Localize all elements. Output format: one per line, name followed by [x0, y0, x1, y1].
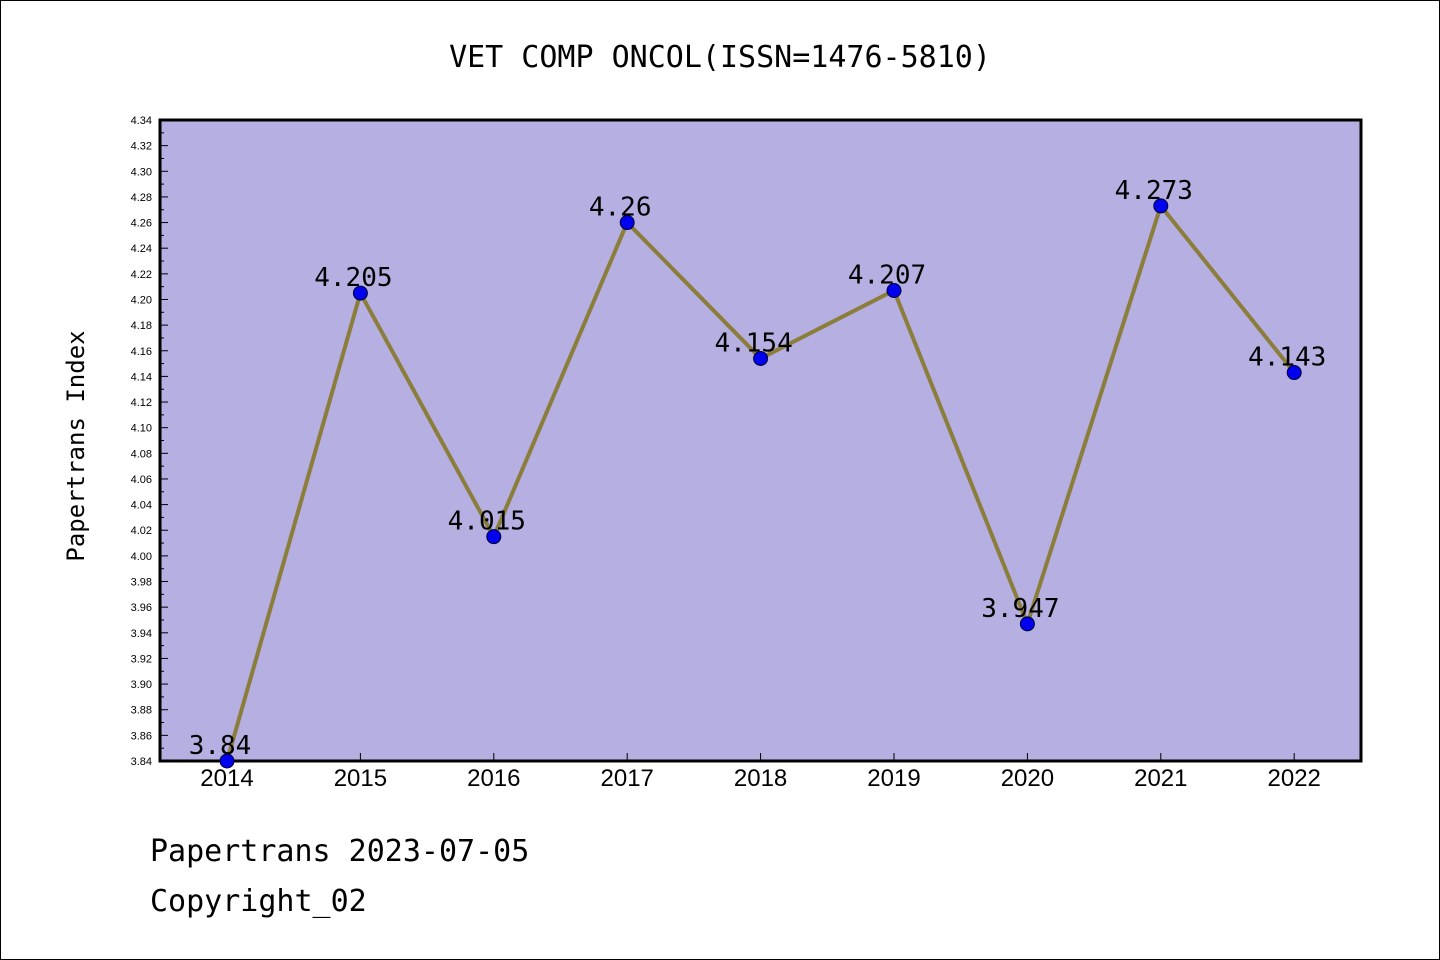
data-label: 4.205	[314, 263, 392, 293]
data-point	[753, 350, 769, 366]
y-tick-label: 3.88	[131, 705, 152, 717]
chart-title: VET COMP ONCOL(ISSN=1476-5810)	[449, 40, 991, 75]
data-point	[1153, 198, 1169, 214]
y-tick-label: 4.28	[131, 192, 152, 204]
x-tick-label: 2021	[1134, 765, 1187, 792]
data-point	[1019, 616, 1035, 632]
x-tick-label: 2018	[734, 765, 787, 792]
data-point	[1286, 365, 1302, 381]
y-axis-label: Papertrans Index	[62, 330, 90, 561]
data-markers	[219, 198, 1302, 769]
x-tick-label: 2022	[1268, 765, 1321, 792]
y-tick-label: 3.98	[131, 577, 152, 589]
y-tick-label: 4.26	[131, 218, 152, 230]
footer-date: Papertrans 2023-07-05	[150, 834, 530, 869]
y-tick-label: 4.30	[131, 166, 152, 178]
y-tick-label: 4.06	[131, 474, 152, 486]
y-tick-label: 4.24	[131, 243, 152, 255]
y-tick-label: 4.18	[131, 320, 152, 332]
y-tick-label: 4.10	[131, 423, 152, 435]
y-tick-label: 3.96	[131, 602, 152, 614]
data-label: 4.154	[714, 328, 792, 358]
data-labels: 3.84 4.205 4.015 4.26 4.154 4.207 3.947 4.273 4.…	[189, 176, 1327, 761]
data-label: 3.84	[189, 731, 252, 761]
y-tick-label: 4.32	[131, 141, 152, 153]
data-point	[619, 215, 635, 231]
data-point	[486, 529, 502, 545]
y-tick-label: 4.08	[131, 448, 152, 460]
x-tick-label: 2019	[867, 765, 920, 792]
y-tick-label: 3.90	[131, 679, 152, 691]
data-point	[219, 753, 235, 769]
data-point	[886, 283, 902, 299]
x-axis-ticks: 2014 2015 2016 2017 2018 2019 2020 2021 2022	[200, 753, 1321, 792]
y-tick-label: 4.12	[131, 397, 152, 409]
y-tick-label: 3.94	[131, 628, 152, 640]
y-tick-label: 4.16	[131, 346, 152, 358]
data-label: 4.26	[589, 193, 652, 223]
y-tick-label: 4.34	[131, 115, 152, 127]
data-label: 4.143	[1248, 343, 1326, 373]
y-tick-label: 4.20	[131, 294, 152, 306]
plot-area	[158, 118, 1363, 763]
data-label: 4.273	[1115, 176, 1193, 206]
x-tick-label: 2020	[1001, 765, 1054, 792]
footer-copyright: Copyright_02	[150, 884, 367, 919]
y-tick-label: 4.02	[131, 525, 152, 537]
x-tick-label: 2015	[334, 765, 387, 792]
data-point	[352, 285, 368, 301]
data-label: 4.207	[848, 261, 926, 291]
x-tick-label: 2016	[467, 765, 520, 792]
x-tick-label: 2014	[200, 765, 253, 792]
y-tick-label: 4.22	[131, 269, 152, 281]
y-tick-label: 3.84	[131, 756, 152, 768]
y-axis-ticks: 3.84 3.86 3.88 3.90 3.92 3.94 3.96 3.98 4.00 4.02…	[131, 115, 168, 768]
y-tick-label: 3.92	[131, 653, 152, 665]
data-label: 4.015	[448, 507, 526, 537]
y-tick-label: 4.00	[131, 551, 152, 563]
x-tick-label: 2017	[601, 765, 654, 792]
data-label: 3.947	[981, 594, 1059, 624]
y-tick-label: 4.14	[131, 371, 152, 383]
y-tick-label: 3.86	[131, 730, 152, 742]
y-tick-label: 4.04	[131, 500, 152, 512]
